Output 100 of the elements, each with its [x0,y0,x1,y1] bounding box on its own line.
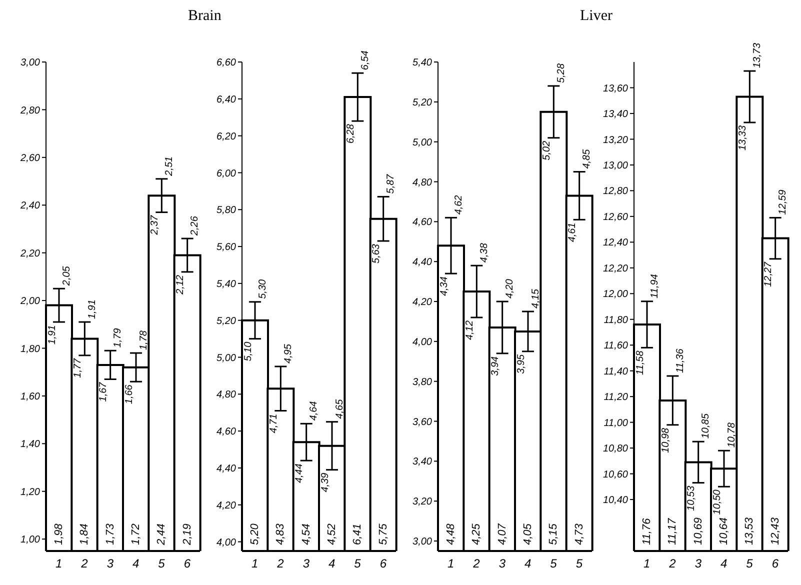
y-tick-label: 5,60 [216,242,236,254]
annotation: 6,28 [346,124,356,144]
y-tick-label: 3,40 [412,456,432,468]
x-tick-label: 3 [302,556,310,571]
y-tick-label: 1,80 [20,344,40,355]
y-tick-label: 4,80 [412,177,432,188]
x-tick-label: 4 [328,556,336,571]
data-label: 4,05 [522,522,534,545]
y-tick-label: 6,60 [216,58,236,69]
annotation: 4,20 [504,278,516,299]
data-label: 4,52 [326,524,338,545]
annotation: 6,54 [360,50,371,70]
annotation: 5,63 [371,244,382,264]
data-label: 2,44 [156,524,168,546]
annotation: 1,79 [112,328,124,348]
annotation: 2,26 [190,216,201,237]
data-label: 5,75 [377,522,390,545]
data-label: 4,25 [470,522,483,545]
data-label: 6,41 [352,524,364,545]
annotation: 1,91 [46,325,58,344]
x-tick-label: 2 [472,556,480,571]
y-tick-label: 3,60 [412,416,432,428]
data-label: 4,48 [445,522,457,545]
annotation: 5,10 [242,341,254,362]
y-tick-label: 3,00 [412,536,432,548]
x-tick-label: 1 [447,556,454,571]
y-tick-label: 4,20 [412,297,432,308]
annotation: 11,94 [649,274,660,298]
data-label: 12,43 [769,516,782,545]
data-label: 1,73 [104,522,116,545]
y-tick-label: 10,60 [602,469,628,480]
annotation: 11,58 [634,350,646,375]
y-tick-label: 12,80 [602,186,628,198]
annotation: 1,67 [98,382,110,402]
y-tick-label: 12,40 [602,238,628,249]
annotation: 4,71 [268,414,280,434]
annotation: 4,61 [567,222,578,242]
x-tick-label: 5 [550,556,558,571]
annotation: 4,64 [308,400,320,421]
y-tick-label: 6,40 [216,94,236,106]
y-tick-label: 13,00 [602,160,628,172]
annotation: 4,39 [320,472,331,492]
y-tick-label: 2,40 [20,200,40,212]
y-tick-label: 5,40 [412,58,432,69]
data-label: 13,53 [744,516,756,545]
y-tick-label: 5,80 [216,205,236,216]
y-tick-label: 11,80 [604,314,628,326]
x-tick-label: 6 [184,556,191,571]
annotation: 10,85 [700,413,712,439]
annotation: 4,38 [479,242,490,263]
data-label: 4,54 [300,524,312,545]
y-tick-label: 4,20 [216,500,236,512]
y-tick-label: 11,00 [604,418,628,429]
y-tick-label: 6,20 [216,131,236,142]
y-tick-label: 4,00 [412,336,432,348]
x-tick-label: 4 [720,556,728,571]
data-label: 1,84 [78,524,91,545]
annotation: 13,73 [752,42,763,68]
annotation: 3,94 [490,356,502,376]
chart-title: Brain [187,8,222,26]
data-label: 5,20 [249,522,261,545]
x-tick-label: 3 [694,556,702,571]
y-tick-label: 2,20 [20,248,40,260]
annotation: 4,65 [334,398,346,419]
x-tick-label: 5 [576,556,583,571]
y-tick-label: 5,20 [412,97,432,108]
y-tick-label: 11,20 [604,392,628,404]
y-tick-label: 1,40 [20,439,40,450]
annotation: 11,36 [675,348,686,373]
y-tick-label: 3,80 [412,376,432,388]
annotation: 5,02 [542,140,552,160]
data-label: 2,19 [181,524,194,546]
y-tick-label: 10,40 [602,495,628,506]
annotation: 12,59 [778,189,789,215]
data-label: 5,15 [548,522,560,545]
annotation: 5,30 [257,278,268,299]
annotation: 1,66 [124,384,135,404]
y-tick-label: 5,00 [412,137,432,148]
x-tick-label: 5 [354,556,362,571]
y-tick-label: 3,00 [20,58,40,69]
annotation: 1,77 [72,358,84,378]
annotation: 10,98 [660,427,672,453]
x-tick-label: 6 [380,556,387,571]
annotation: 10,53 [686,485,698,511]
annotation: 4,95 [283,344,294,364]
y-tick-label: 1,60 [20,392,40,402]
annotation: 5,87 [386,174,397,194]
x-tick-label: 4 [132,556,140,571]
annotation: 4,85 [582,148,593,169]
x-tick-label: 6 [772,556,779,571]
y-tick-label: 3,20 [412,496,432,508]
data-label: 1,72 [130,524,142,545]
x-tick-label: 4 [524,556,532,571]
y-tick-label: 6,00 [216,168,236,180]
annotation: 3,95 [516,354,527,374]
annotation: 12,27 [763,261,774,287]
y-tick-label: 4,00 [216,537,236,548]
x-tick-label: 1 [55,556,62,571]
annotation: 4,34 [438,276,450,296]
x-tick-label: 5 [746,556,754,571]
